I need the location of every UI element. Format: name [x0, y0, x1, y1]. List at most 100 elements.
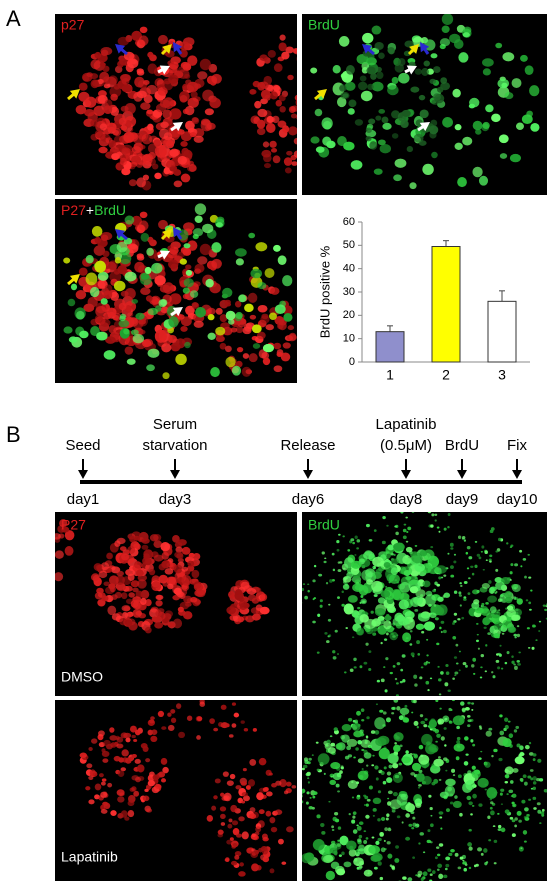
cell-nucleus [183, 611, 193, 620]
cell-nucleus [509, 571, 513, 575]
cell-nucleus [448, 720, 453, 724]
cell-nucleus [417, 870, 423, 876]
cell-nucleus [59, 519, 68, 528]
cell-nucleus [499, 714, 503, 718]
cell-nucleus [354, 719, 359, 724]
cell-nucleus [118, 757, 124, 763]
cell-nucleus [225, 723, 230, 728]
cell-nucleus [409, 182, 417, 190]
cell-nucleus [106, 307, 117, 317]
cell-nucleus [231, 702, 237, 706]
cell-nucleus [316, 651, 320, 654]
cell-nucleus [134, 729, 141, 736]
cell-nucleus [383, 666, 386, 669]
cell-nucleus [395, 694, 399, 696]
cell-nucleus [362, 733, 365, 736]
cell-nucleus [205, 278, 214, 288]
pointer-arrowhead [162, 44, 172, 54]
cell-nucleus [516, 598, 523, 605]
cell-nucleus [368, 785, 373, 790]
cell-nucleus [169, 108, 182, 120]
cell-nucleus [393, 700, 399, 703]
cell-nucleus [269, 816, 276, 824]
cell-nucleus [386, 632, 389, 636]
cell-nucleus [269, 312, 277, 320]
cell-nucleus [291, 785, 297, 789]
cell-nucleus [302, 767, 305, 771]
cell-nucleus [456, 736, 461, 741]
cell-nucleus [440, 736, 445, 741]
cell-nucleus [120, 105, 129, 112]
cell-nucleus [442, 117, 453, 128]
cell-nucleus [85, 786, 91, 791]
cell-nucleus [482, 617, 491, 626]
cell-nucleus [390, 567, 399, 575]
cell-nucleus [511, 78, 522, 88]
cell-nucleus [142, 795, 150, 802]
cell-nucleus [421, 67, 429, 76]
cell-nucleus [140, 597, 147, 606]
cell-nucleus [450, 565, 454, 569]
cell-nucleus [538, 620, 542, 623]
cell-nucleus [351, 610, 360, 618]
cell-nucleus [284, 167, 292, 174]
cell-nucleus [123, 606, 131, 612]
cell-nucleus [373, 168, 383, 175]
cell-nucleus [537, 758, 542, 763]
cell-nucleus [79, 752, 87, 758]
cell-nucleus [461, 616, 465, 620]
cell-nucleus [113, 135, 123, 144]
pointer-arrowhead [159, 65, 170, 75]
cell-nucleus [342, 93, 349, 98]
cell-nucleus [519, 549, 523, 553]
cell-nucleus [487, 815, 491, 820]
cell-nucleus [480, 852, 484, 856]
cell-nucleus [427, 868, 432, 872]
cell-nucleus [304, 595, 308, 600]
cell-nucleus [110, 106, 120, 117]
cell-nucleus [403, 523, 407, 526]
cell-nucleus [526, 813, 530, 817]
cell-nucleus [166, 576, 176, 586]
cell-nucleus [240, 781, 247, 786]
cell-nucleus [139, 329, 146, 335]
cell-nucleus [182, 287, 190, 294]
cell-nucleus [98, 730, 105, 737]
cell-nucleus [187, 55, 198, 66]
cell-nucleus [402, 535, 407, 540]
cell-nucleus [474, 607, 484, 614]
cell-nucleus [193, 583, 204, 592]
pointer-arrowhead [69, 274, 80, 284]
cell-nucleus [435, 846, 440, 849]
cell-nucleus [187, 560, 195, 567]
cell-nucleus [92, 574, 100, 583]
cell-nucleus [136, 253, 144, 259]
cell-nucleus [445, 863, 450, 868]
cell-nucleus [432, 589, 437, 593]
cell-nucleus [400, 512, 404, 514]
cell-nucleus [130, 580, 140, 588]
cell-nucleus [460, 701, 465, 706]
cell-nucleus [168, 316, 179, 328]
cell-nucleus [136, 569, 144, 577]
cell-nucleus [256, 331, 266, 340]
cell-nucleus [455, 756, 460, 761]
cell-nucleus [366, 716, 370, 720]
cell-nucleus [467, 714, 471, 718]
cell-nucleus [131, 298, 139, 304]
cell-nucleus [468, 846, 473, 851]
cell-nucleus [384, 827, 388, 832]
pointer-arrowhead [362, 44, 373, 54]
cell-nucleus [431, 99, 439, 106]
cell-nucleus [348, 848, 357, 857]
cell-nucleus [391, 706, 396, 710]
cell-nucleus [441, 14, 454, 25]
cell-nucleus [139, 211, 148, 219]
cell-nucleus [226, 839, 233, 845]
cell-nucleus [145, 295, 153, 302]
cell-nucleus [150, 295, 161, 304]
cell-nucleus [336, 868, 346, 876]
cell-nucleus [444, 744, 447, 747]
cell-nucleus [396, 662, 401, 666]
cell-nucleus [466, 546, 471, 550]
